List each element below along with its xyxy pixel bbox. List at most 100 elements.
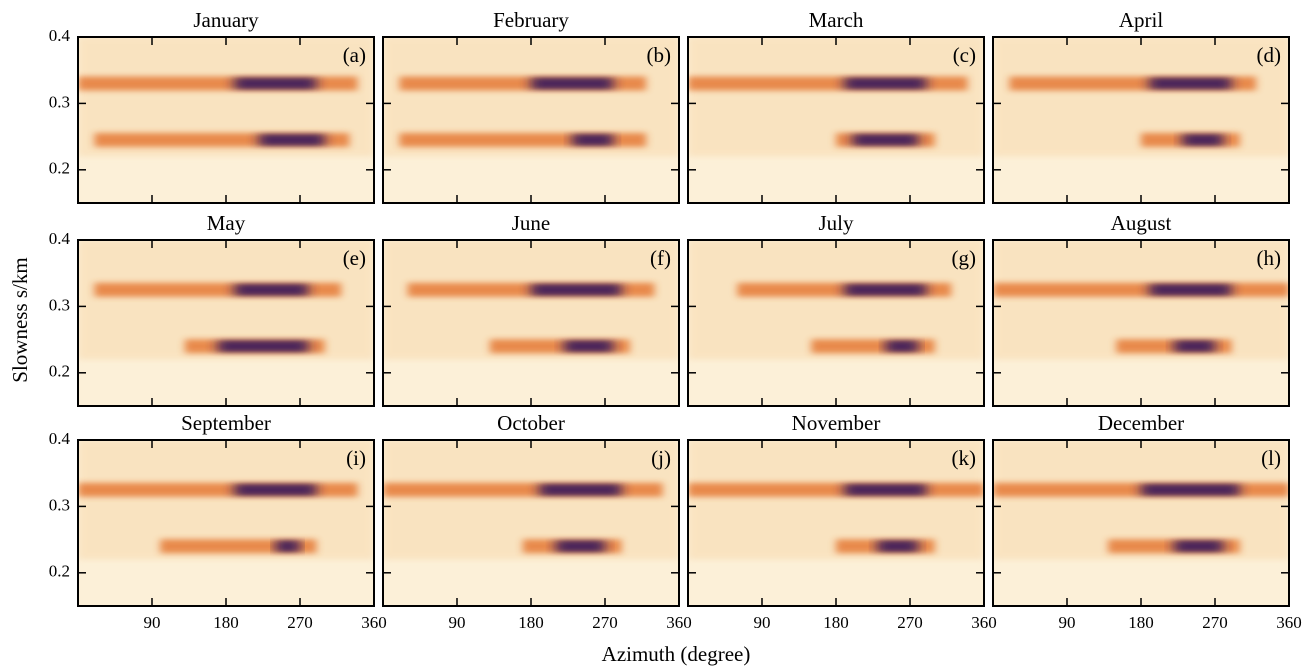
panel-label: (l) [1261,446,1281,470]
band-peak [1149,283,1232,296]
y-tick-label: 0.3 [49,495,70,514]
panel-title: July [818,211,854,235]
heatmap [688,240,984,360]
band-peak [844,283,927,296]
panel-title: January [193,8,259,32]
x-axis-label: Azimuth (degree) [602,642,751,666]
band-peak [852,133,919,146]
y-tick-label: 0.2 [49,562,70,581]
band [993,282,1289,297]
panel: July (g) [687,211,985,407]
panel: June (f) [382,211,680,407]
band-peak [1141,483,1240,496]
y-tick-label: 0.4 [49,429,71,448]
panel-label: (g) [952,246,977,270]
x-tick-label: 360 [666,613,692,632]
heatmap [688,440,984,560]
y-tick-label: 0.3 [49,92,70,111]
panel-label: (k) [952,446,977,470]
heatmap [993,240,1289,360]
x-tick-label: 180 [213,613,239,632]
x-tick-label: 360 [1276,613,1302,632]
band-peak [844,483,927,496]
x-tick-label: 90 [449,613,466,632]
band-peak [234,283,309,296]
x-tick-label: 270 [592,613,618,632]
heatmap [383,37,679,157]
panel-title: October [497,411,565,435]
x-tick-label: 90 [144,613,161,632]
y-tick-label: 0.4 [49,229,71,248]
panel-label: (f) [650,246,671,270]
panel-title: April [1119,8,1163,32]
band-peak [531,77,614,90]
band-peak [885,340,919,353]
band-peak [258,133,325,146]
panel: May (e) 0.2 0.3 0.4 [49,211,375,407]
panel: January (a) 0.2 0.3 0.4 [49,8,375,204]
y-tick-label: 0.4 [49,26,71,45]
y-axis-label: Slowness s/km [8,257,32,382]
panel-title: November [792,411,881,435]
band-peak [234,77,317,90]
heatmap [78,37,374,157]
band-peak [555,540,605,553]
heatmap [993,37,1289,157]
panel: November (k) 90 180 270 360 [687,411,997,632]
band-peak [539,483,622,496]
band-peak [877,540,919,553]
y-tick-label: 0.3 [49,295,70,314]
band-peak [1149,77,1232,90]
panel: February (b) [382,8,680,204]
x-tick-label: 270 [287,613,313,632]
x-tick-label: 180 [518,613,544,632]
x-tick-label: 360 [971,613,997,632]
y-tick-label: 0.2 [49,362,70,381]
panel-title: August [1111,211,1172,235]
heatmap [688,37,984,157]
band-peak [531,283,622,296]
panel-label: (a) [343,43,366,67]
band-peak [1182,133,1224,146]
panel-label: (c) [953,43,976,67]
band-peak [234,483,317,496]
y-tick-label: 0.2 [49,159,70,178]
x-tick-label: 90 [754,613,771,632]
heatmap [383,240,679,360]
heatmap [383,440,679,560]
band-peak [275,540,300,553]
panel-title: June [512,211,551,235]
x-tick-label: 90 [1059,613,1076,632]
panel-title: May [207,211,246,235]
x-tick-label: 180 [823,613,849,632]
panel: August (h) [992,211,1290,407]
panel: October (j) 90 180 270 360 [382,411,692,632]
panel: December (l) 90 180 270 360 [992,411,1302,632]
band-peak [1173,540,1224,553]
panel-label: (j) [651,446,671,470]
heatmap [78,240,374,360]
panel-title: March [809,8,864,32]
band-peak [1173,340,1215,353]
panel-title: December [1098,411,1184,435]
panel: March (c) [687,8,985,204]
panel-label: (d) [1257,43,1282,67]
heatmap [993,440,1289,560]
panel-label: (e) [343,246,366,270]
band-peak [844,77,927,90]
band-peak [572,133,614,146]
band-peak [563,340,614,353]
x-tick-label: 360 [361,613,387,632]
panel: September (i) 90 180 270 360 0.2 0.3 0.4 [49,411,387,632]
x-tick-label: 180 [1128,613,1154,632]
panel-title: February [493,8,569,32]
panel-label: (b) [647,43,672,67]
panel: April (d) [992,8,1290,204]
panel-label: (h) [1257,246,1282,270]
heatmap [78,440,374,560]
panel-title: September [181,411,271,435]
panel-label: (i) [346,446,366,470]
band [688,482,984,497]
band-peak [217,340,309,353]
